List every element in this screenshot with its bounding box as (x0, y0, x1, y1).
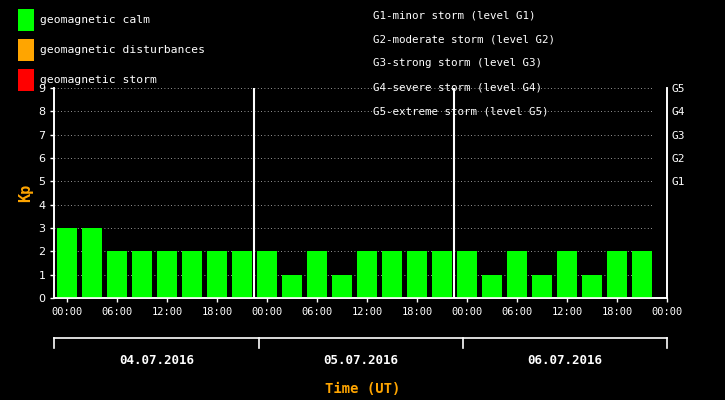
Text: Time (UT): Time (UT) (325, 382, 400, 396)
Text: 06.07.2016: 06.07.2016 (527, 354, 602, 367)
Bar (457, 251, 477, 298)
Text: geomagnetic storm: geomagnetic storm (40, 75, 157, 85)
Bar (631, 251, 652, 298)
Bar (431, 251, 452, 298)
Text: G3-strong storm (level G3): G3-strong storm (level G3) (373, 58, 542, 68)
Text: 05.07.2016: 05.07.2016 (323, 354, 398, 367)
Bar (507, 251, 527, 298)
Text: G4-severe storm (level G4): G4-severe storm (level G4) (373, 82, 542, 92)
Bar (207, 251, 227, 298)
Bar (282, 275, 302, 298)
Text: geomagnetic disturbances: geomagnetic disturbances (40, 45, 205, 55)
Bar (557, 251, 577, 298)
Bar (257, 251, 277, 298)
Bar (381, 251, 402, 298)
Text: geomagnetic calm: geomagnetic calm (40, 15, 150, 25)
Text: G5-extreme storm (level G5): G5-extreme storm (level G5) (373, 106, 549, 116)
Bar (307, 251, 327, 298)
Bar (357, 251, 377, 298)
Bar (182, 251, 202, 298)
Bar (407, 251, 427, 298)
Text: 04.07.2016: 04.07.2016 (119, 354, 194, 367)
Text: G1-minor storm (level G1): G1-minor storm (level G1) (373, 10, 536, 20)
Bar (107, 251, 127, 298)
Bar (531, 275, 552, 298)
Bar (581, 275, 602, 298)
Y-axis label: Kp: Kp (17, 184, 33, 202)
Bar (82, 228, 102, 298)
Bar (232, 251, 252, 298)
Bar (57, 228, 77, 298)
Bar (481, 275, 502, 298)
Bar (157, 251, 177, 298)
Bar (607, 251, 627, 298)
Bar (132, 251, 152, 298)
Bar (331, 275, 352, 298)
Text: G2-moderate storm (level G2): G2-moderate storm (level G2) (373, 34, 555, 44)
